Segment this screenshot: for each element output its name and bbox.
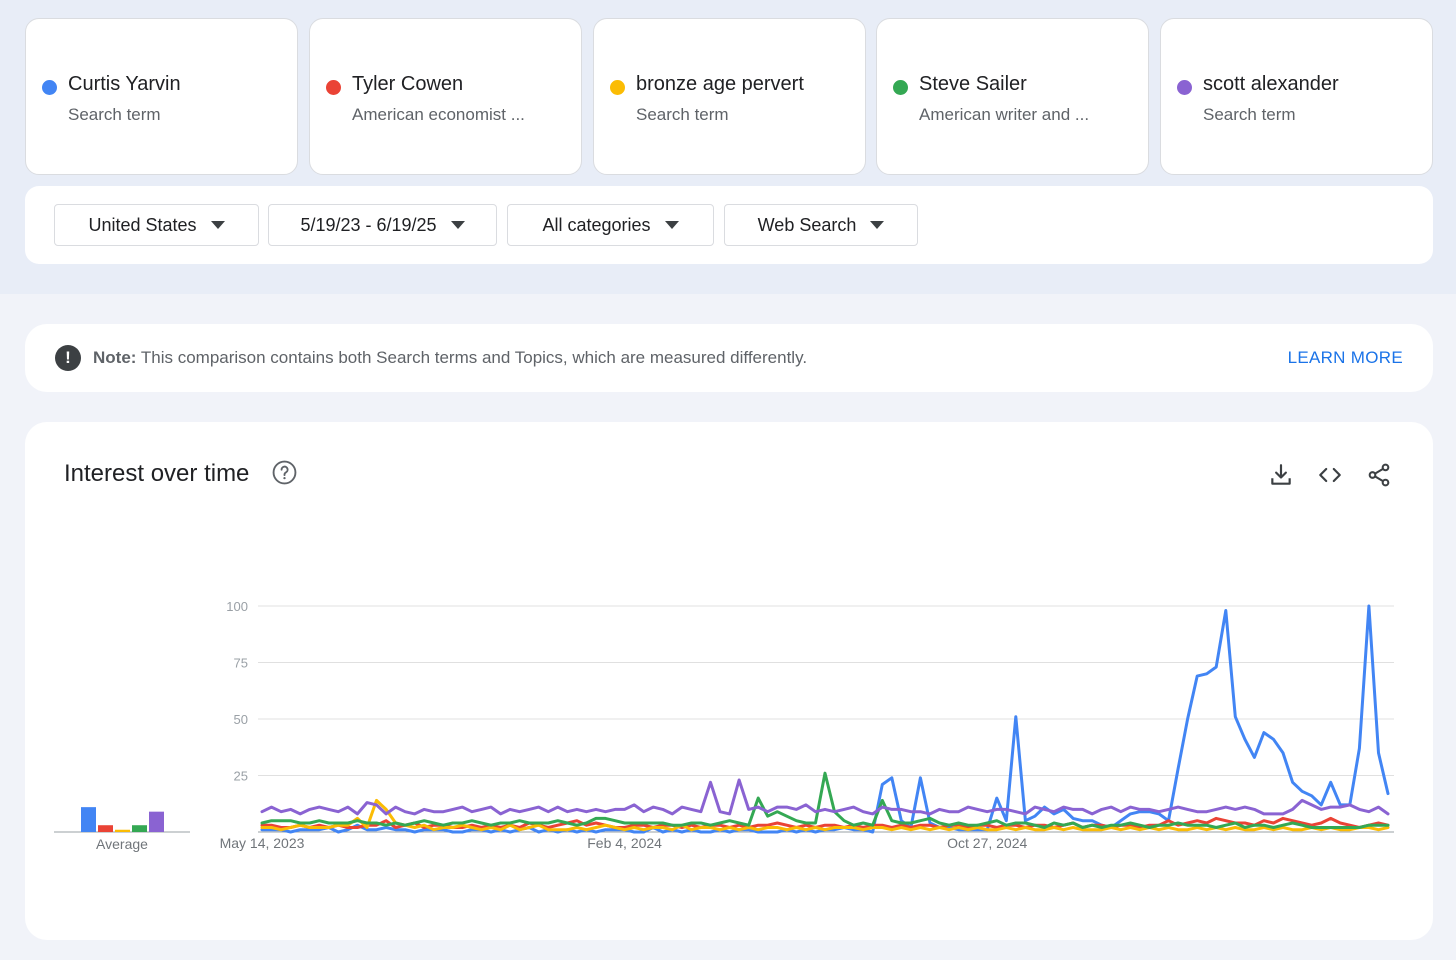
- term-sublabel: Search term: [636, 105, 729, 124]
- term-label: Curtis Yarvin: [68, 73, 181, 95]
- help-icon[interactable]: [272, 460, 297, 485]
- term-sublabel: American economist ...: [352, 105, 525, 124]
- term-card-tyler-cowen[interactable]: Tyler Cowen American economist ...: [309, 18, 582, 175]
- search-type-dropdown[interactable]: Web Search: [724, 204, 918, 246]
- caret-down-icon: [450, 221, 465, 229]
- term-sublabel: Search term: [68, 105, 161, 124]
- category-dropdown[interactable]: All categories: [507, 204, 714, 246]
- series-color-dot: [1177, 80, 1192, 95]
- series-color-dot: [42, 80, 57, 95]
- series-color-dot: [610, 80, 625, 95]
- term-sublabel: Search term: [1203, 105, 1296, 124]
- term-label: Steve Sailer: [919, 73, 1027, 95]
- series-color-dot: [893, 80, 908, 95]
- download-icon[interactable]: [1268, 462, 1294, 488]
- note-label: Note:: [93, 348, 137, 367]
- caret-down-icon: [664, 221, 679, 229]
- region-dropdown[interactable]: United States: [54, 204, 259, 246]
- series-color-dot: [326, 80, 341, 95]
- term-card-steve-sailer[interactable]: Steve Sailer American writer and ...: [876, 18, 1149, 175]
- comparison-note: ! Note: This comparison contains both Se…: [25, 324, 1433, 392]
- term-card-bronze-age-pervert[interactable]: bronze age pervert Search term: [593, 18, 866, 175]
- category-value: All categories: [542, 214, 651, 235]
- share-icon[interactable]: [1366, 462, 1392, 488]
- date-range-value: 5/19/23 - 6/19/25: [300, 214, 437, 235]
- interest-over-time-panel: Interest over time: [25, 422, 1433, 940]
- search-type-value: Web Search: [757, 214, 857, 235]
- filter-bar: United States 5/19/23 - 6/19/25 All cate…: [25, 186, 1433, 264]
- caret-down-icon: [870, 221, 885, 229]
- term-label: bronze age pervert: [636, 73, 804, 95]
- alert-icon: !: [55, 345, 81, 371]
- learn-more-link[interactable]: LEARN MORE: [1287, 348, 1403, 367]
- region-value: United States: [88, 214, 197, 235]
- term-card-curtis-yarvin[interactable]: Curtis Yarvin Search term: [25, 18, 298, 175]
- note-message: This comparison contains both Search ter…: [140, 348, 808, 367]
- date-range-dropdown[interactable]: 5/19/23 - 6/19/25: [268, 204, 497, 246]
- caret-down-icon: [210, 221, 225, 229]
- embed-icon[interactable]: [1317, 462, 1343, 488]
- term-label: scott alexander: [1203, 73, 1339, 95]
- term-card-scott-alexander[interactable]: scott alexander Search term: [1160, 18, 1433, 175]
- term-sublabel: American writer and ...: [919, 105, 1090, 124]
- chart-title: Interest over time: [64, 460, 250, 487]
- note-text: Note: This comparison contains both Sear…: [93, 348, 807, 368]
- term-label: Tyler Cowen: [352, 73, 464, 95]
